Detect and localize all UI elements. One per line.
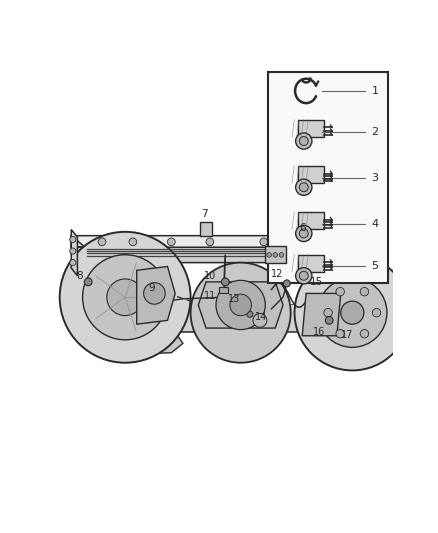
Text: 1: 1 — [371, 86, 378, 96]
Circle shape — [216, 280, 265, 329]
Polygon shape — [71, 236, 370, 247]
Bar — [268, 71, 389, 284]
Bar — [298, 120, 325, 137]
Bar — [219, 287, 228, 294]
Text: 17: 17 — [341, 329, 353, 340]
Text: 14: 14 — [254, 311, 267, 321]
Polygon shape — [71, 247, 370, 263]
Bar — [298, 166, 325, 183]
Circle shape — [341, 301, 364, 324]
Circle shape — [60, 232, 191, 363]
Circle shape — [324, 309, 332, 317]
Circle shape — [296, 268, 312, 284]
Text: 16: 16 — [313, 327, 325, 336]
Circle shape — [253, 313, 267, 327]
Circle shape — [273, 253, 278, 257]
Circle shape — [336, 287, 344, 296]
Text: 4: 4 — [371, 219, 379, 229]
Circle shape — [372, 309, 381, 317]
Circle shape — [296, 133, 312, 149]
Circle shape — [325, 317, 333, 324]
Text: 9: 9 — [149, 284, 155, 294]
Polygon shape — [137, 266, 175, 324]
Text: 2: 2 — [371, 127, 379, 137]
Circle shape — [360, 287, 369, 296]
Text: 10: 10 — [204, 271, 216, 281]
Circle shape — [267, 253, 272, 257]
Text: 3: 3 — [371, 173, 378, 183]
Circle shape — [360, 329, 369, 338]
Polygon shape — [102, 332, 183, 355]
Circle shape — [299, 136, 308, 146]
Bar — [98, 305, 375, 311]
Circle shape — [283, 280, 290, 287]
Circle shape — [296, 179, 312, 196]
Circle shape — [107, 279, 144, 316]
Circle shape — [70, 260, 76, 265]
Circle shape — [206, 238, 214, 246]
Circle shape — [299, 229, 308, 238]
Circle shape — [144, 282, 165, 304]
Circle shape — [191, 263, 291, 363]
Circle shape — [129, 238, 137, 246]
Circle shape — [85, 278, 92, 286]
Polygon shape — [198, 282, 283, 328]
Bar — [98, 305, 375, 332]
Text: 15: 15 — [310, 277, 323, 287]
Circle shape — [299, 183, 308, 192]
Bar — [298, 255, 325, 271]
Circle shape — [230, 294, 251, 316]
Circle shape — [70, 248, 76, 254]
Circle shape — [294, 255, 410, 370]
Text: 8: 8 — [76, 271, 83, 281]
Circle shape — [247, 311, 253, 317]
Polygon shape — [71, 230, 78, 276]
Circle shape — [98, 238, 106, 246]
Circle shape — [221, 278, 229, 286]
Circle shape — [70, 237, 76, 243]
Text: 6: 6 — [299, 223, 306, 233]
Text: 11: 11 — [204, 290, 216, 301]
Bar — [265, 246, 286, 263]
Circle shape — [299, 271, 308, 280]
Text: 12: 12 — [271, 269, 283, 279]
Circle shape — [336, 329, 344, 338]
Circle shape — [318, 278, 387, 348]
Circle shape — [306, 238, 314, 246]
Polygon shape — [302, 294, 341, 336]
Circle shape — [279, 253, 284, 257]
Text: 5: 5 — [371, 262, 378, 271]
Text: 13: 13 — [228, 294, 240, 304]
Text: 7: 7 — [201, 209, 208, 219]
Bar — [298, 212, 325, 229]
Circle shape — [296, 225, 312, 241]
Polygon shape — [71, 236, 356, 247]
Circle shape — [167, 238, 175, 246]
Bar — [200, 222, 212, 236]
Circle shape — [83, 255, 168, 340]
Circle shape — [260, 238, 268, 246]
